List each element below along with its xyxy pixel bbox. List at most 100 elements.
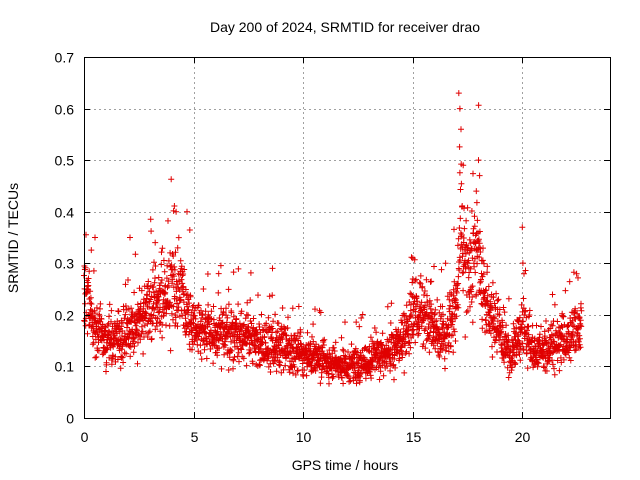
data-point (475, 244, 482, 251)
data-point (458, 231, 465, 238)
data-point (538, 323, 544, 330)
data-point (547, 325, 554, 332)
data-point (412, 339, 419, 346)
data-point (451, 328, 458, 335)
data-point (250, 315, 257, 322)
data-point (504, 364, 511, 371)
data-point (256, 361, 263, 368)
data-point (560, 313, 567, 320)
data-point (107, 344, 114, 351)
data-point (455, 90, 462, 97)
data-point (241, 321, 247, 328)
data-point (456, 225, 463, 231)
data-point (419, 283, 426, 290)
data-point (192, 315, 199, 322)
data-point (284, 325, 291, 331)
data-point (452, 338, 459, 344)
data-point (462, 334, 469, 340)
data-point (449, 321, 456, 328)
data-point (154, 323, 160, 329)
data-point (407, 307, 414, 314)
y-tick-label: 0.3 (55, 256, 75, 272)
data-point (303, 372, 310, 379)
data-point (421, 292, 427, 298)
data-point (353, 319, 360, 326)
data-point (181, 266, 188, 273)
data-point (458, 126, 464, 133)
data-point (401, 369, 408, 376)
data-point (275, 320, 282, 327)
data-point (262, 339, 269, 346)
data-point (144, 292, 151, 299)
data-point (261, 333, 268, 340)
data-point (572, 307, 579, 314)
data-point (342, 319, 348, 326)
y-tick-label: 0.5 (55, 153, 75, 169)
data-point (472, 269, 479, 276)
data-point (182, 286, 189, 293)
x-axis-label: GPS time / hours (292, 457, 399, 473)
data-point (464, 204, 471, 211)
data-point (171, 266, 178, 273)
data-point (493, 290, 500, 297)
data-point (570, 269, 577, 276)
data-point (465, 274, 472, 281)
data-point (474, 260, 481, 267)
data-point (421, 288, 428, 294)
data-point (361, 354, 368, 361)
data-point (294, 330, 301, 337)
data-point (89, 341, 96, 348)
data-point (205, 301, 212, 308)
data-point (159, 245, 166, 252)
data-point (152, 239, 159, 246)
data-point (422, 345, 429, 352)
data-point (460, 162, 467, 169)
data-point (454, 285, 461, 292)
data-point (274, 328, 281, 335)
data-point (166, 322, 173, 329)
data-point (549, 349, 556, 356)
data-point (574, 310, 581, 317)
data-point (216, 334, 223, 341)
data-point (230, 357, 237, 364)
data-point (243, 362, 250, 369)
data-point (384, 363, 391, 370)
data-point (145, 278, 152, 285)
data-point (455, 280, 462, 287)
data-point (454, 242, 461, 249)
data-point (468, 208, 475, 214)
data-point (83, 231, 89, 238)
data-point (428, 301, 435, 308)
data-point (87, 288, 94, 295)
data-point (407, 313, 414, 320)
data-point (145, 285, 152, 292)
data-point (156, 308, 163, 315)
data-point (169, 276, 176, 283)
data-point (197, 342, 204, 349)
data-point (473, 188, 480, 195)
data-point (155, 309, 162, 316)
data-point (131, 289, 138, 296)
data-point (191, 312, 198, 319)
data-point (408, 254, 415, 261)
data-point (210, 303, 217, 310)
data-point (444, 293, 451, 300)
x-tick-label: 5 (191, 429, 199, 445)
data-point (114, 356, 121, 363)
data-point (106, 313, 112, 320)
data-point (186, 300, 193, 307)
data-point (225, 301, 232, 308)
data-point (214, 352, 221, 359)
data-point (469, 319, 476, 326)
data-point (247, 269, 254, 276)
data-point (108, 318, 114, 325)
data-points (81, 90, 585, 387)
data-point (332, 339, 339, 346)
y-tick-label: 0 (66, 411, 74, 427)
data-point (578, 307, 585, 314)
data-point (127, 353, 134, 360)
data-point (556, 342, 563, 349)
data-point (467, 265, 474, 272)
data-point (92, 354, 99, 361)
data-point (135, 339, 141, 346)
